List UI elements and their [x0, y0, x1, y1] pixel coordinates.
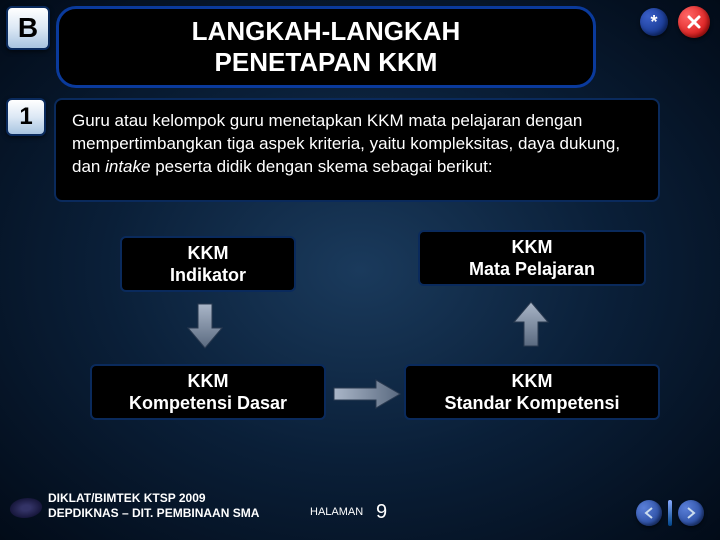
node-line: KKM: [187, 243, 228, 263]
node-kkm-indikator: KKMIndikator: [120, 236, 296, 292]
step-number-badge: 1: [6, 98, 46, 136]
next-button[interactable]: [678, 500, 704, 526]
description-part2: peserta didik dengan skema sebagai berik…: [150, 157, 492, 176]
nav-controls: [636, 500, 704, 526]
description-box: Guru atau kelompok guru menetapkan KKM m…: [54, 98, 660, 202]
node-line: Indikator: [170, 265, 246, 285]
footer-credit: DIKLAT/BIMTEK KTSP 2009 DEPDIKNAS – DIT.…: [48, 491, 259, 520]
nav-separator: [668, 500, 672, 526]
chevron-right-icon: [686, 507, 696, 519]
node-line: Standar Kompetensi: [444, 393, 619, 413]
node-kkm-standar-kompetensi: KKMStandar Kompetensi: [404, 364, 660, 420]
note-marker: *: [640, 8, 668, 36]
node-line: Kompetensi Dasar: [129, 393, 287, 413]
arrow-up-icon: [512, 300, 550, 348]
node-line: KKM: [512, 237, 553, 257]
prev-button[interactable]: [636, 500, 662, 526]
arrow-down-icon: [186, 302, 224, 350]
node-line: KKM: [511, 371, 552, 391]
footer-line2: DEPDIKNAS – DIT. PEMBINAAN SMA: [48, 506, 259, 520]
arrow-right-icon: [332, 378, 402, 410]
footer-logo: [8, 498, 44, 518]
slide-title: LANGKAH-LANGKAH PENETAPAN KKM: [56, 6, 596, 88]
node-line: Mata Pelajaran: [469, 259, 595, 279]
title-line2: PENETAPAN KKM: [215, 47, 438, 78]
footer-line1: DIKLAT/BIMTEK KTSP 2009: [48, 491, 259, 505]
node-kkm-mata-pelajaran: KKMMata Pelajaran: [418, 230, 646, 286]
chevron-left-icon: [644, 507, 654, 519]
page-label: HALAMAN: [310, 506, 363, 518]
close-icon: [686, 14, 702, 30]
section-letter-badge: B: [6, 6, 50, 50]
title-line1: LANGKAH-LANGKAH: [192, 16, 461, 47]
node-kkm-kompetensi-dasar: KKMKompetensi Dasar: [90, 364, 326, 420]
page-number: 9: [376, 501, 387, 524]
close-button[interactable]: [678, 6, 710, 38]
node-line: KKM: [188, 371, 229, 391]
description-italic: intake: [105, 157, 150, 176]
